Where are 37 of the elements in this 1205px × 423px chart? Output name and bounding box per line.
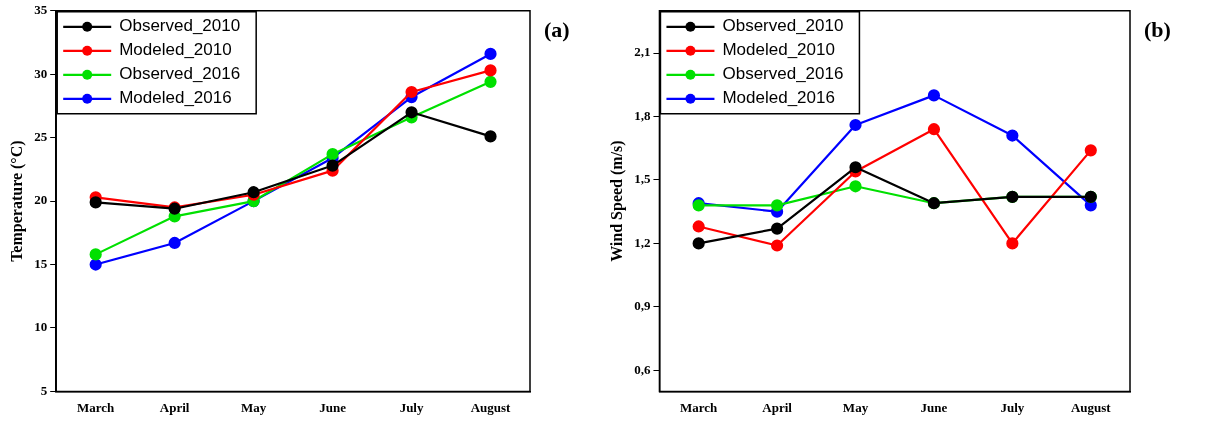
x-tick-label: May [842, 399, 869, 415]
x-tick-label: March [680, 399, 719, 415]
y-axis-title: Wind Speed (m/s) [607, 140, 626, 262]
y-tick-label: 20 [34, 192, 48, 208]
y-tick-label: 0,9 [634, 298, 651, 314]
x-tick-label: July [1000, 399, 1025, 415]
x-tick-label: May [240, 399, 267, 415]
text: (a) [544, 17, 570, 43]
y-tick-label: 35 [34, 2, 48, 18]
legend-label: Observed_2010 [119, 16, 241, 36]
y-tick-label: 1,2 [634, 234, 651, 250]
y-tick-label: 15 [34, 255, 48, 271]
legend-label: Modeled_2010 [722, 40, 835, 60]
y-tick-label: 1,8 [634, 107, 651, 123]
x-tick-label: June [920, 399, 948, 415]
x-tick-label: April [159, 399, 190, 415]
legend-label: Modeled_2010 [119, 40, 232, 60]
y-tick-label: 1,5 [634, 171, 651, 187]
y-tick-label: 5 [40, 382, 48, 398]
x-tick-label: August [470, 399, 512, 415]
legend-label: Modeled_2016 [722, 88, 835, 108]
x-tick-label: April [762, 399, 793, 415]
legend-label: Observed_2010 [722, 16, 844, 36]
y-tick-label: 30 [34, 65, 48, 81]
text: (b) [1144, 17, 1171, 43]
y-tick-label: 0,6 [634, 361, 651, 377]
legend-label: Modeled_2016 [119, 88, 232, 108]
legend-label: Observed_2016 [119, 64, 241, 84]
y-tick-label: 25 [34, 129, 48, 145]
x-tick-label: March [77, 399, 116, 415]
y-tick-label: 10 [34, 319, 48, 335]
x-tick-label: July [399, 399, 424, 415]
x-tick-label: June [319, 399, 347, 415]
legend-label: Observed_2016 [722, 64, 844, 84]
x-tick-label: August [1070, 399, 1112, 415]
y-tick-label: 2,1 [634, 44, 651, 60]
y-axis-title: Temperature (°C) [7, 140, 26, 262]
